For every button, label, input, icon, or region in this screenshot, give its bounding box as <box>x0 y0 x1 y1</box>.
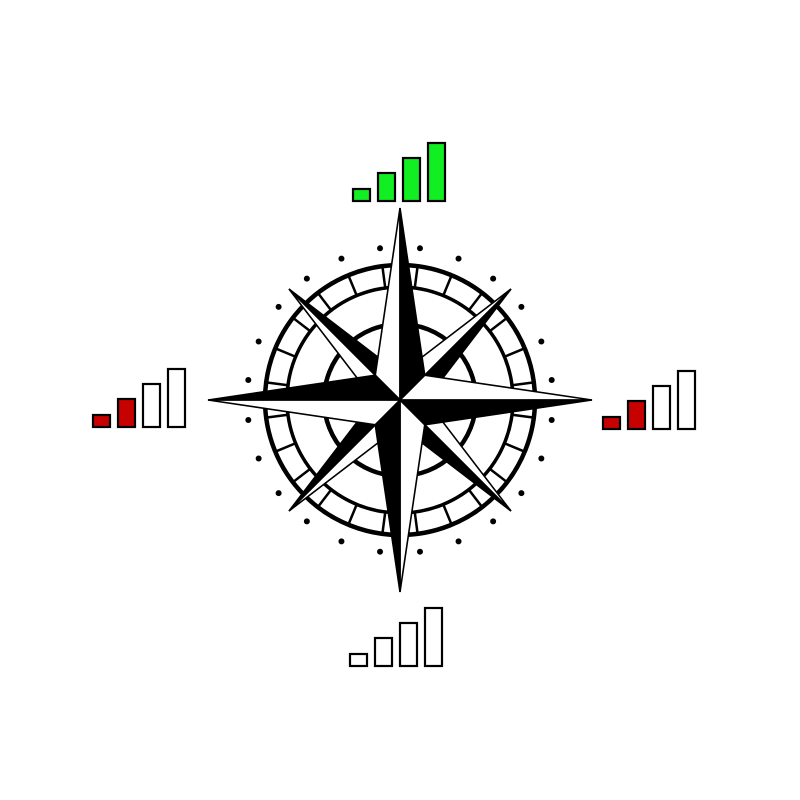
signal-bar <box>601 415 622 431</box>
compass-star-cardinal-points <box>207 207 593 593</box>
compass-tick <box>503 442 526 453</box>
compass-dot <box>490 275 497 282</box>
compass-dot <box>455 255 462 262</box>
signal-bar <box>348 652 369 668</box>
compass-tick <box>347 503 358 526</box>
compass-dot <box>338 538 345 545</box>
compass-tick <box>381 511 387 535</box>
compass-tick <box>347 274 358 297</box>
compass-dot <box>245 416 252 423</box>
compass-tick <box>265 413 289 419</box>
compass-dot <box>303 275 310 282</box>
compass-point-cardinal <box>374 207 426 402</box>
compass-dot <box>455 538 462 545</box>
signal-east-icon <box>601 369 697 431</box>
compass-tick <box>442 503 453 526</box>
compass-star-diagonal-points <box>288 288 512 512</box>
signal-bar <box>373 636 394 668</box>
compass-point-cardinal <box>374 398 426 593</box>
signal-bar <box>398 621 419 668</box>
compass-dot <box>275 490 282 497</box>
compass-tick <box>316 292 333 312</box>
compass-dot <box>416 245 423 252</box>
compass-tick <box>511 413 535 419</box>
compass-dot <box>548 416 555 423</box>
compass-dot <box>255 455 262 462</box>
signal-west-icon <box>91 367 187 429</box>
signal-bar <box>166 367 187 429</box>
compass-dot <box>518 490 525 497</box>
compass-dot <box>377 548 384 555</box>
compass-dot <box>275 303 282 310</box>
compass-dot <box>245 377 252 384</box>
compass-tick <box>316 488 333 508</box>
compass-tick <box>488 467 508 484</box>
compass-tick <box>413 511 419 535</box>
signal-indicators <box>91 141 697 668</box>
signal-bar <box>401 156 422 203</box>
signal-bar <box>426 141 447 203</box>
compass-tick <box>274 442 297 453</box>
compass-dot <box>416 548 423 555</box>
compass-dot <box>538 455 545 462</box>
compass-tick <box>413 265 419 289</box>
signal-bar <box>676 369 697 431</box>
compass-point-cardinal <box>207 374 402 426</box>
compass-dot <box>518 303 525 310</box>
signal-bar <box>351 187 372 203</box>
compass-tick-marks <box>265 265 535 535</box>
compass-dots <box>245 245 555 555</box>
compass-tick <box>488 316 508 333</box>
compass-dot <box>377 245 384 252</box>
signal-north-icon <box>351 141 447 203</box>
compass-tick <box>292 467 312 484</box>
signal-bar <box>141 382 162 429</box>
compass-tick <box>292 316 312 333</box>
signal-bar <box>116 397 137 429</box>
signal-bar <box>626 399 647 431</box>
compass-dot <box>255 338 262 345</box>
compass-rose-icon <box>207 207 593 593</box>
compass-dot <box>538 338 545 345</box>
signal-bar <box>376 171 397 203</box>
compass-tick <box>274 347 297 358</box>
compass-dot <box>303 518 310 525</box>
compass-point-cardinal <box>398 374 593 426</box>
compass-tick <box>442 274 453 297</box>
compass-tick <box>381 265 387 289</box>
compass-tick <box>503 347 526 358</box>
compass-dot <box>548 377 555 384</box>
compass-tick <box>467 488 484 508</box>
signal-south-icon <box>348 606 444 668</box>
signal-bar <box>91 413 112 429</box>
compass-tick <box>467 292 484 312</box>
compass-dot <box>490 518 497 525</box>
signal-bar <box>651 384 672 431</box>
compass-tick <box>511 381 535 387</box>
compass-dot <box>338 255 345 262</box>
compass-tick <box>265 381 289 387</box>
signal-bar <box>423 606 444 668</box>
